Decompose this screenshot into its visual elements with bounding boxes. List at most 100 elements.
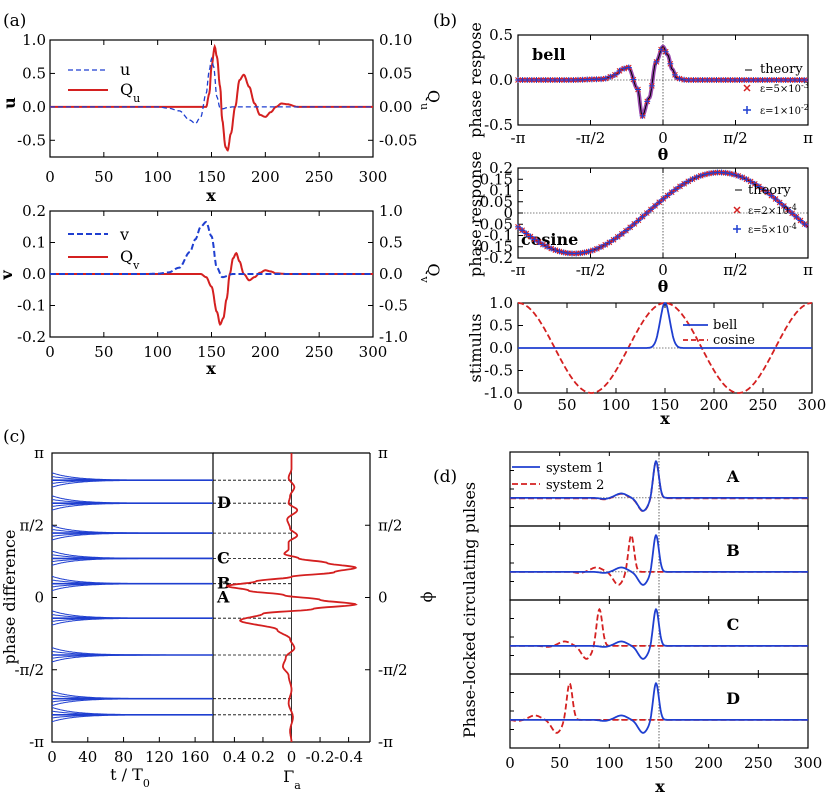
b2-marker-plus — [656, 199, 663, 206]
b1-marker-plus — [671, 71, 678, 78]
b1-xtick-label: -π — [511, 129, 526, 147]
chart-b-bell: -π -π/2 0 π/2 π -0.5 0.0 0.5 θ phase respose bell t… — [466, 22, 813, 164]
c2-ylabel: ϕ — [420, 592, 439, 603]
c1-xtick-label: 80 — [114, 748, 133, 766]
c1-ytick-label: -π — [29, 733, 44, 751]
b2-xtick-label: π/2 — [723, 261, 747, 279]
b2-legend-plus — [733, 225, 741, 233]
b3-ytick-label: -0.5 — [484, 362, 513, 380]
b2-marker-plus — [581, 249, 588, 256]
b3-xlabel: x — [660, 409, 670, 428]
a1-ytick-label: 0.0 — [22, 98, 46, 116]
b2-marker-plus — [668, 189, 675, 196]
a1-xtick-label: 300 — [359, 168, 388, 186]
a1-xtick-label: 150 — [197, 168, 226, 186]
a1-legend-u-label: u — [120, 60, 130, 79]
a1-xtick-label: 50 — [94, 168, 113, 186]
b1-marker-plus — [662, 48, 669, 55]
b2-marker-plus — [789, 210, 796, 217]
a1-legend-Qu-sub: u — [133, 92, 140, 105]
a2-ytick-r-label: 1.0 — [379, 202, 403, 220]
c1-ylabel: phase difference — [0, 530, 19, 665]
chart-b-cosine: -π -π/2 0 π/2 π-0.2-0.15-0.1-0.0500.050.10.1… — [466, 151, 813, 296]
b3-ytick-label: 0.5 — [489, 317, 513, 335]
a2-xtick-label: 0 — [45, 343, 55, 361]
b3-xtick-label: 300 — [798, 396, 827, 414]
b2-ytick-label: 0.1 — [489, 182, 513, 200]
b1-marker-plus — [676, 75, 683, 82]
a1-xlabel: x — [206, 186, 216, 205]
c2-xlabel: Γa — [283, 767, 301, 792]
b2-marker-plus — [618, 230, 625, 237]
a2-ylabel: v — [0, 270, 16, 281]
b2-marker-plus — [635, 217, 642, 224]
b2-marker-plus — [768, 192, 775, 199]
d-series-system1 — [510, 533, 808, 586]
a2-ytick-r-label: 0.5 — [379, 234, 403, 252]
b3-ylabel: stimulus — [466, 314, 485, 383]
a2-ylabel-right-main: Q — [424, 263, 443, 276]
b1-legend-eps1: ε=5×10-3 — [760, 81, 809, 96]
b2-marker-plus — [760, 186, 767, 193]
d-ylabel: Phase-locked circulating pulses — [460, 482, 479, 738]
b2-marker-plus — [660, 195, 667, 202]
b1-xtick-label: π/2 — [723, 129, 747, 147]
panel-label-a: (a) — [3, 11, 26, 31]
a2-xtick-label: 50 — [94, 343, 113, 361]
b1-legend-eps2: ε=1×10-2 — [760, 103, 809, 118]
b2-marker-plus — [672, 186, 679, 193]
a2-legend-Qv-sub: v — [132, 259, 140, 272]
b3-xtick-label: 50 — [557, 396, 576, 414]
a1-ylabel-right: Qu — [419, 90, 444, 110]
b2-ytick-label: -0.05 — [475, 215, 513, 233]
b1-marker-plus — [630, 76, 637, 83]
c1-label-D: D — [217, 493, 231, 512]
b1-marker-plus — [653, 58, 660, 65]
c1-xtick-label: 40 — [78, 748, 97, 766]
b1-xtick-label: π — [803, 129, 813, 147]
c2-xtick-label: -0.2 — [306, 748, 335, 766]
b2-xtick-label: -π/2 — [576, 261, 606, 279]
b2-marker-plus — [793, 213, 800, 220]
b1-legend-eps1-main: ε=5×10 — [760, 84, 801, 95]
a2-legend-v-label: v — [119, 225, 129, 244]
a1-xtick-label: 100 — [143, 168, 172, 186]
a1-ytick-label: -0.5 — [17, 131, 46, 149]
b2-marker-plus — [523, 230, 530, 237]
a1-ylabel-right-sub: u — [419, 103, 432, 110]
b2-marker-plus — [776, 199, 783, 206]
c2-xtick-label: 0.2 — [251, 748, 275, 766]
d-series-system1 — [510, 607, 808, 660]
b3-xtick-label: 100 — [602, 396, 631, 414]
b2-marker-plus — [697, 172, 704, 179]
b1-marker-plus — [644, 98, 651, 105]
b3-ytick-label: 1.0 — [489, 294, 513, 312]
b2-marker-plus — [797, 217, 804, 224]
b2-ytick-label: -0.1 — [484, 227, 513, 245]
a1-xtick-label: 250 — [305, 168, 334, 186]
b3-xtick-label: 200 — [700, 396, 729, 414]
d-xtick-label: 100 — [595, 754, 624, 772]
b2-xtick-label: -π — [511, 261, 526, 279]
b2-marker-plus — [780, 203, 787, 210]
b2-ytick-label: 0.15 — [480, 170, 513, 188]
b3-legend-bell: bell — [713, 318, 737, 333]
b3-xtick-label: 250 — [749, 396, 778, 414]
b2-ytick-label: 0.05 — [480, 193, 513, 211]
b2-marker-plus — [556, 248, 563, 255]
a1-ytick-label: 1.0 — [22, 31, 46, 49]
b3-xtick-label: 0 — [513, 396, 523, 414]
c1-xtick-label: 0 — [47, 748, 57, 766]
b2-marker-plus — [755, 183, 762, 190]
d-xtick-label: 250 — [744, 754, 773, 772]
panel-label-c: (c) — [3, 427, 26, 447]
b2-marker-plus — [731, 171, 738, 178]
a1-xtick-label: 200 — [251, 168, 280, 186]
a2-series-v — [50, 220, 373, 279]
a1-legend-Qu-main: Q — [120, 80, 133, 99]
chart-a-v: 0 50 100 150 200 250 300 -0.2 -0.1 0.0 0.1 0.2 -1.0 -… — [0, 202, 443, 378]
b2-marker-plus — [631, 220, 638, 227]
c1-ytick-label: π — [34, 444, 44, 462]
a2-ylabel-right-sub: v — [419, 275, 432, 283]
a1-ytick-r-label: 0.05 — [379, 64, 412, 82]
